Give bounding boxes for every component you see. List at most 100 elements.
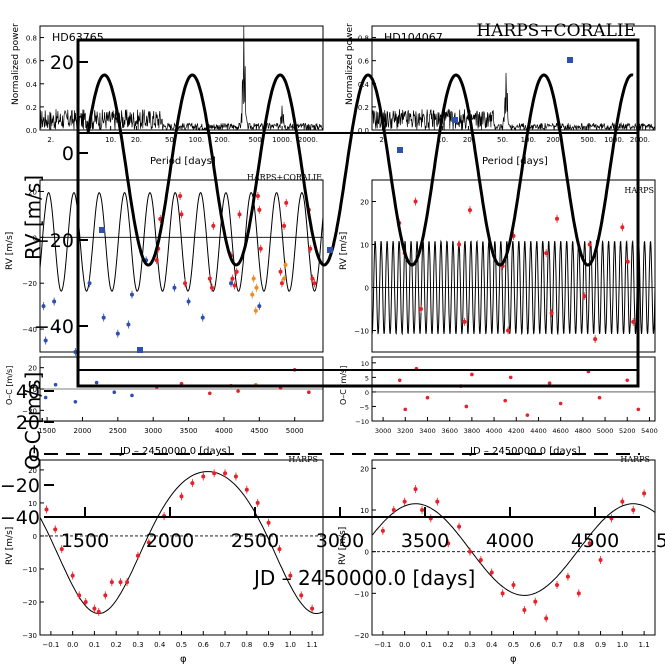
x-tick-label: 0.3 [132,641,143,649]
x-tick-label: 2500 [109,427,127,435]
x-tick-label: 2. [379,136,386,144]
x-tick-label: −0.1 [374,641,391,649]
data-point [288,573,293,578]
data-point [310,606,315,611]
data-point [413,199,418,204]
model-curve [39,471,324,614]
residual-point [508,375,513,380]
left-phase-instrument: HARPS [288,455,318,464]
overlay-oc-tick-label: −40 [0,507,40,529]
y-tick-label: −10 [354,590,369,598]
data-point [544,251,549,256]
data-point [129,292,134,297]
residual-point [112,390,117,395]
y-tick-label: 0.6 [26,58,38,66]
data-point [457,242,462,247]
left-periodogram-ylabel: Normalized power [11,23,21,105]
data-point [620,499,625,504]
data-point [642,491,647,496]
data-point [380,528,385,533]
overlay-oc-tick-label: 0 [28,444,40,466]
data-point [207,276,212,281]
data-point [253,308,258,313]
data-point [582,294,587,299]
model-curve [371,239,656,336]
data-point [620,225,625,230]
periodogram-line [39,25,323,132]
y-tick-label: 20 [360,199,369,207]
x-tick-label: 3000 [375,427,392,435]
data-point [446,541,451,546]
overlay-xlabel: JD – 2450000.0 [days] [252,566,475,590]
y-tick-label: −10 [354,328,369,336]
x-tick-label: 20. [131,136,142,144]
x-tick-label: 0.0 [67,641,78,649]
left-phase-ylabel: RV [m/s] [5,527,15,565]
left-rv-ylabel: RV [m/s] [5,232,15,270]
data-point [53,527,58,532]
residual-point [208,391,212,396]
overlay-rv-tick-label: −20 [34,230,74,252]
x-tick-label: 2000 [74,427,92,435]
data-point [41,304,46,309]
x-tick-label: 0.8 [573,641,584,649]
residual-point [470,372,474,377]
x-tick-label: 3500 [180,427,198,435]
x-tick-label: 1500 [38,427,56,435]
data-point [255,194,260,199]
data-point [467,549,472,554]
x-tick-label: 500. [580,136,596,144]
x-tick-label: 100. [189,136,205,144]
y-tick-label: 0.4 [26,81,38,89]
data-point [77,593,82,598]
x-tick-label: 4400 [530,427,547,435]
x-tick-label: 100. [521,136,537,144]
overlay-x-tick-label: 2500 [231,530,279,552]
residual-point [503,398,507,403]
left-periodogram-xlabel: Period [days] [150,156,216,167]
overlay-title: HARPS+CORALIE [476,21,636,41]
x-tick-label: 0.1 [421,641,432,649]
overlay-rv-label: RV [m/s] [21,175,45,260]
y-tick-label: 20 [28,467,37,475]
overlay-oc-tick-label: 40 [16,381,40,403]
residual-point [625,378,630,383]
x-tick-label: 4000 [486,427,503,435]
right-oc-xlabel: JD – 2450000.0 [days] [469,446,581,457]
data-point [109,580,114,585]
data-point [511,583,516,587]
y-tick-label: −20 [354,632,369,640]
data-point [457,524,462,529]
right-periodogram-xlabel: Period [days] [482,156,548,167]
data-point [467,208,472,213]
y-tick-label: −20 [22,599,37,607]
data-point [278,269,283,274]
overlay-data-point [137,347,143,353]
x-tick-label: 5000 [286,427,304,435]
right-phase-instrument: HARPS [620,455,650,464]
data-point [92,606,97,611]
y-tick-label: −10 [22,566,37,574]
x-tick-label: 3600 [441,427,458,435]
data-point [478,558,483,562]
data-point [251,276,256,281]
data-point [96,609,101,614]
x-tick-label: 0.2 [443,641,454,649]
x-tick-label: 10. [437,136,448,144]
y-tick-label: 5 [365,374,369,382]
data-point [146,540,151,545]
x-tick-label: 2000. [298,136,318,144]
y-tick-label: 0 [33,386,37,394]
residual-point [53,382,58,387]
data-point [391,508,396,512]
data-point [555,216,560,221]
y-tick-label: 10 [361,360,369,368]
right-phase-ylabel: RV [m/s] [338,527,348,565]
data-point [179,212,184,217]
overlay-data-point [327,247,333,253]
x-tick-label: 3400 [419,427,436,435]
data-point [257,207,262,212]
data-point [59,547,64,552]
overlay-x-tick-label: 3000 [316,530,364,552]
